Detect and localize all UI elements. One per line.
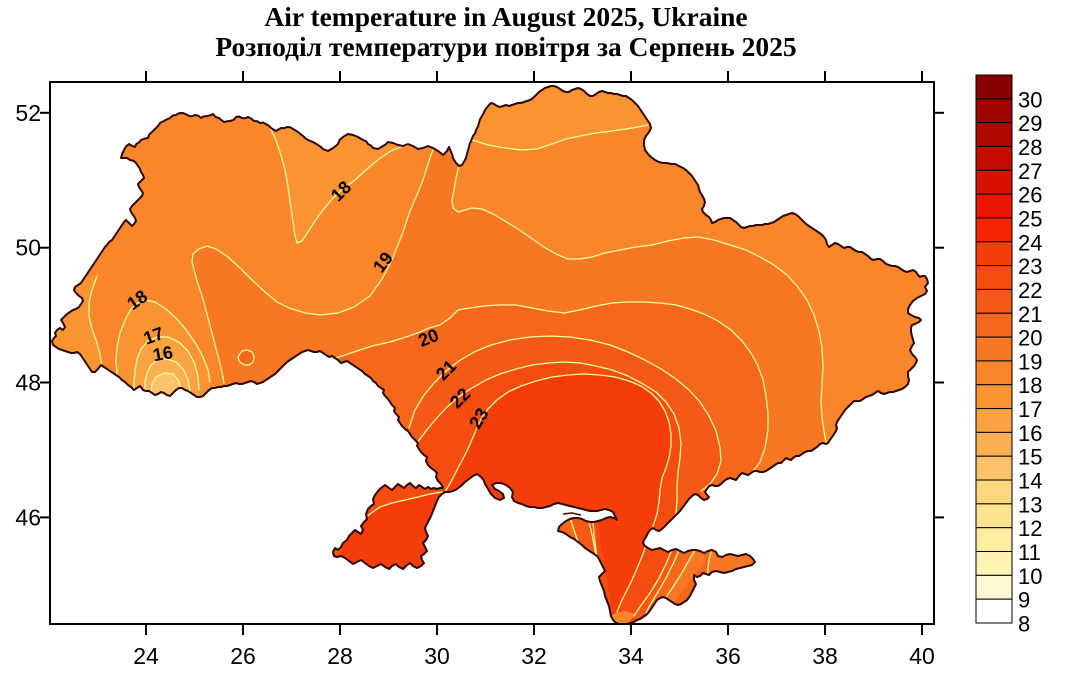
- svg-text:27: 27: [1018, 159, 1042, 184]
- svg-text:19: 19: [1018, 349, 1042, 374]
- svg-text:10: 10: [1018, 564, 1042, 589]
- svg-text:46: 46: [15, 504, 41, 530]
- svg-text:52: 52: [15, 100, 41, 126]
- svg-text:38: 38: [812, 643, 838, 669]
- svg-text:30: 30: [1018, 87, 1042, 112]
- svg-text:22: 22: [1018, 278, 1042, 303]
- svg-text:24: 24: [1018, 230, 1042, 255]
- svg-text:28: 28: [327, 643, 353, 669]
- svg-text:11: 11: [1018, 540, 1041, 565]
- svg-text:48: 48: [15, 370, 41, 396]
- svg-text:25: 25: [1018, 206, 1042, 231]
- svg-text:18: 18: [1018, 373, 1042, 398]
- svg-text:9: 9: [1018, 588, 1030, 613]
- svg-text:40: 40: [909, 643, 935, 669]
- svg-text:26: 26: [230, 643, 256, 669]
- svg-text:26: 26: [1018, 183, 1042, 208]
- svg-text:36: 36: [715, 643, 741, 669]
- svg-text:28: 28: [1018, 135, 1042, 160]
- svg-text:13: 13: [1018, 492, 1042, 517]
- svg-text:17: 17: [1018, 397, 1042, 422]
- svg-text:50: 50: [15, 235, 41, 261]
- svg-text:20: 20: [1018, 326, 1042, 351]
- svg-text:29: 29: [1018, 111, 1042, 136]
- svg-text:14: 14: [1018, 469, 1042, 494]
- svg-text:12: 12: [1018, 516, 1042, 541]
- svg-text:21: 21: [1018, 302, 1042, 327]
- svg-text:16: 16: [151, 342, 174, 365]
- svg-text:23: 23: [1018, 254, 1042, 279]
- svg-text:32: 32: [521, 643, 547, 669]
- svg-text:30: 30: [424, 643, 450, 669]
- svg-text:8: 8: [1018, 612, 1030, 637]
- svg-text:24: 24: [133, 643, 159, 669]
- svg-text:Розподіл температури повітря з: Розподіл температури повітря за Серпень …: [215, 31, 796, 62]
- svg-text:15: 15: [1018, 445, 1042, 470]
- svg-text:Air temperature in August 2025: Air temperature in August 2025, Ukraine: [264, 1, 747, 32]
- svg-text:34: 34: [618, 643, 644, 669]
- svg-text:16: 16: [1018, 421, 1042, 446]
